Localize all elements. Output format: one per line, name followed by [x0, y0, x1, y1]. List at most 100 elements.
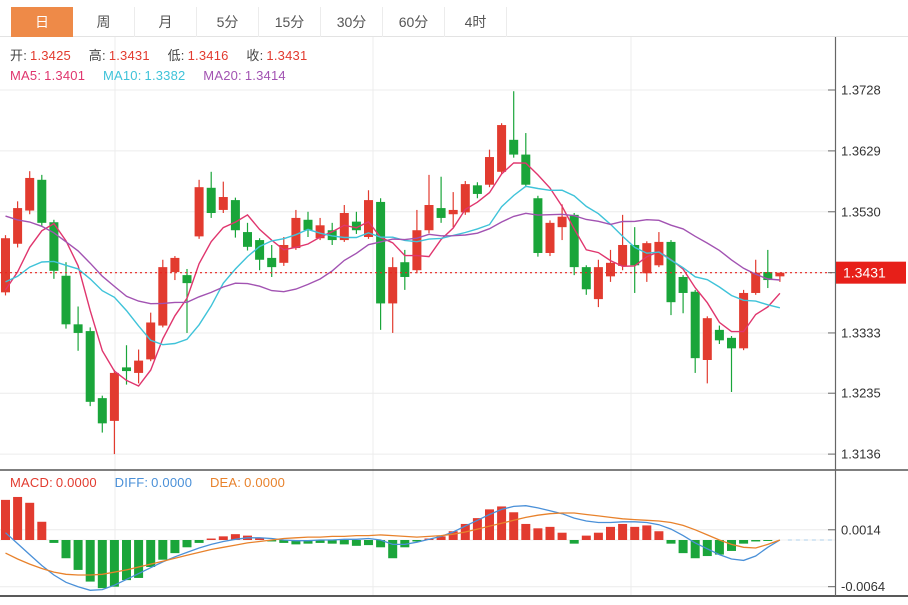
candle-body: [678, 276, 688, 293]
candle-body: [37, 179, 47, 223]
macd-histogram-bar: [533, 528, 543, 540]
macd-histogram-bar: [727, 540, 736, 551]
tab-15min[interactable]: 15分: [259, 7, 321, 37]
macd-histogram-bar: [109, 540, 119, 587]
macd-histogram-bar: [230, 534, 240, 540]
candle-body: [13, 208, 23, 244]
candle-body: [339, 213, 349, 241]
candle-body: [206, 187, 216, 214]
price-tick-label: 1.3728: [841, 83, 881, 98]
macd-histogram-bar: [436, 536, 446, 540]
candle-body: [170, 257, 180, 273]
candle-body: [279, 244, 289, 263]
ma-legend: MA5: 1.3401 MA10: 1.3382 MA20: 1.3414: [10, 68, 289, 83]
candle-body: [230, 200, 240, 231]
macd-histogram-bar: [267, 540, 277, 542]
tab-60min[interactable]: 60分: [383, 7, 445, 37]
macd-histogram-bar: [218, 536, 228, 540]
tab-weekly[interactable]: 周: [73, 7, 135, 37]
macd-histogram-bar: [400, 540, 410, 548]
high-label: 高:: [88, 48, 106, 63]
ma10-value: 1.3382: [144, 68, 186, 83]
macd-histogram-bar: [763, 540, 773, 541]
price-tick-label: 1.3136: [841, 447, 881, 462]
macd-tick-label: -0.0064: [841, 579, 885, 594]
candle-body: [400, 262, 410, 277]
macd-histogram-bar: [630, 526, 640, 540]
candle-body: [593, 267, 603, 300]
candle-body: [460, 184, 470, 213]
macd-histogram-bar: [509, 512, 519, 540]
candle-body: [109, 372, 119, 421]
candlestick-and-macd-chart[interactable]: 1.3728 1.3629 1.3530 1.3431 1.3333 1.3235 1.31…: [0, 37, 908, 605]
macd-legend: MACD: 0.0000 DIFF: 0.0000 DEA: 0.0000: [10, 475, 288, 490]
macd-histogram-bar: [485, 509, 494, 540]
candle-body: [497, 125, 507, 172]
price-tick-label: 1.3235: [841, 386, 881, 401]
candle-body: [327, 230, 337, 241]
macd-histogram-bar: [158, 540, 168, 560]
candle-body: [97, 398, 107, 424]
macd-histogram-bar: [194, 540, 204, 543]
macd-histogram-bar: [315, 540, 325, 543]
candle-body: [751, 272, 761, 293]
diff-line: [5, 505, 781, 591]
candle-body: [739, 292, 749, 349]
macd-histogram-bar: [739, 540, 749, 544]
candle-body: [642, 243, 652, 274]
macd-histogram-bar: [339, 540, 349, 545]
macd-histogram-bar: [751, 540, 761, 542]
price-tick-label: 1.3530: [841, 204, 881, 219]
candle-body: [521, 154, 531, 185]
candle-body: [388, 267, 398, 304]
candle-body: [267, 257, 277, 268]
close-value: 1.3431: [266, 48, 308, 63]
candle-body: [618, 244, 628, 266]
period-tabbar: 日 周 月 5分 15分 30分 60分 4时: [0, 0, 908, 37]
macd-histogram-bar: [170, 540, 180, 554]
macd-histogram-bar: [255, 537, 265, 540]
macd-histogram-bar: [654, 531, 664, 540]
tab-monthly[interactable]: 月: [135, 7, 197, 37]
macd-histogram-bar: [569, 540, 579, 544]
ma10-label: MA10:: [102, 68, 142, 83]
price-tick-label: 1.3629: [841, 143, 881, 158]
candle-body: [666, 241, 676, 303]
macd-histogram-bar: [122, 540, 131, 581]
candle-body: [73, 324, 83, 333]
candle-body: [714, 329, 724, 341]
macd-histogram-bar: [545, 526, 555, 540]
candle-body: [351, 221, 361, 231]
candle-body: [218, 197, 228, 210]
tab-4hour[interactable]: 4时: [445, 7, 507, 37]
dea-label: DEA:: [209, 475, 242, 490]
close-label: 收:: [246, 48, 264, 63]
candle-body: [630, 244, 640, 266]
open-label: 开:: [10, 48, 28, 63]
candle-body: [412, 230, 422, 271]
macd-histogram-bar: [73, 540, 83, 570]
candle-body: [448, 209, 458, 215]
macd-histogram-bar: [678, 540, 688, 554]
candle-body: [85, 331, 95, 402]
candle-body: [606, 262, 615, 277]
macd-histogram-bar: [690, 540, 700, 559]
macd-histogram-bar: [388, 540, 398, 559]
macd-histogram-bar: [521, 523, 531, 540]
candle-body: [581, 267, 591, 290]
macd-histogram-bar: [49, 540, 59, 543]
tab-daily[interactable]: 日: [11, 7, 73, 37]
tab-5min[interactable]: 5分: [197, 7, 259, 37]
candle-body: [569, 214, 579, 268]
ma10-line: [5, 185, 781, 346]
ma20-line: [5, 212, 780, 305]
chart-area[interactable]: 1.3728 1.3629 1.3530 1.3431 1.3333 1.3235 1.31…: [0, 37, 908, 605]
tab-30min[interactable]: 30分: [321, 7, 383, 37]
open-value: 1.3425: [30, 48, 71, 63]
macd-histogram-bar: [134, 540, 144, 578]
macd-histogram-bar: [351, 540, 361, 546]
candle-body: [533, 198, 543, 253]
macd-histogram-bar: [206, 538, 216, 540]
macd-histogram-bar: [376, 540, 386, 548]
